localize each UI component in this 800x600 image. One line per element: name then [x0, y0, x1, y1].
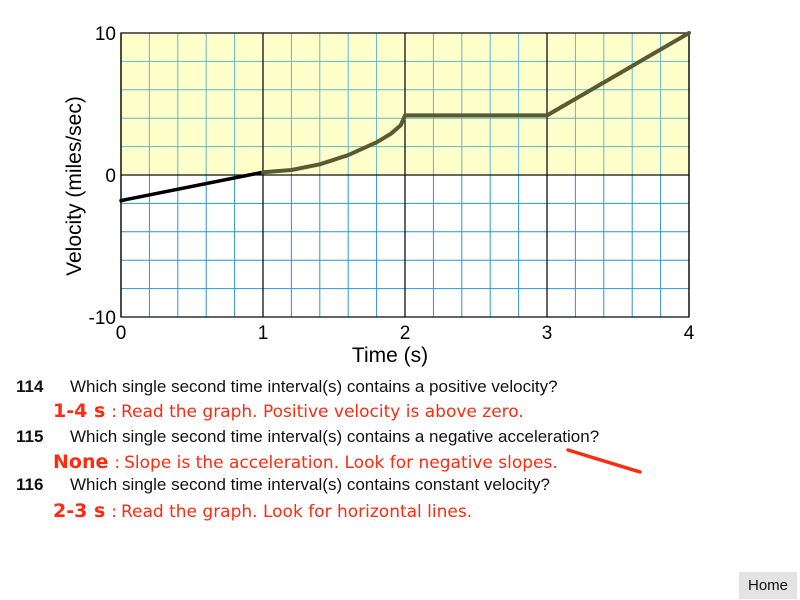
question-115: 115 Which single second time interval(s) …	[16, 427, 599, 447]
answer-116: 2-3 s: Read the graph. Look for horizonta…	[53, 500, 472, 522]
answer-115: None: Slope is the acceleration. Look for…	[53, 451, 558, 473]
answer-114: 1-4 s: Read the graph. Positive velocity …	[53, 400, 524, 422]
question-116: 116 Which single second time interval(s) …	[16, 475, 550, 495]
y-tick-label: 10	[95, 24, 116, 45]
question-text: Which single second time interval(s) con…	[70, 377, 558, 396]
answer-explanation: Slope is the acceleration. Look for nega…	[124, 453, 558, 473]
answer-separator: :	[111, 402, 117, 422]
handwritten-underline-mark	[566, 448, 642, 474]
answer-value: None	[53, 451, 109, 473]
answer-explanation: Read the graph. Look for horizontal line…	[120, 502, 473, 522]
answer-value: 1-4 s	[53, 400, 106, 422]
x-tick-label: 3	[542, 323, 553, 344]
question-text: Which single second time interval(s) con…	[70, 427, 600, 446]
answer-separator: :	[114, 453, 121, 473]
question-number: 115	[16, 427, 44, 446]
question-114: 114 Which single second time interval(s) …	[16, 377, 558, 397]
question-number: 116	[16, 475, 44, 494]
major-grid	[120, 32, 690, 318]
home-button[interactable]: Home	[739, 572, 797, 599]
plot-frame	[120, 32, 690, 318]
x-tick-label: 1	[258, 323, 269, 344]
velocity-series-initial	[119, 170, 265, 203]
x-tick-label: 4	[684, 323, 695, 344]
x-axis-label: Time (s)	[352, 344, 428, 367]
x-tick-label: 0	[116, 323, 127, 344]
velocity-series-main	[261, 31, 691, 175]
y-tick-label: 0	[105, 166, 116, 187]
y-tick-label: -10	[89, 308, 116, 329]
answer-value: 2-3 s	[53, 500, 106, 522]
data-series	[119, 31, 691, 203]
question-number: 114	[16, 377, 44, 396]
x-tick-label: 2	[400, 323, 411, 344]
answer-explanation: Read the graph. Positive velocity is abo…	[120, 402, 524, 422]
question-text: Which single second time interval(s) con…	[70, 475, 550, 494]
answer-separator: :	[111, 502, 117, 522]
y-axis-label: Velocity (miles/sec)	[63, 96, 86, 276]
